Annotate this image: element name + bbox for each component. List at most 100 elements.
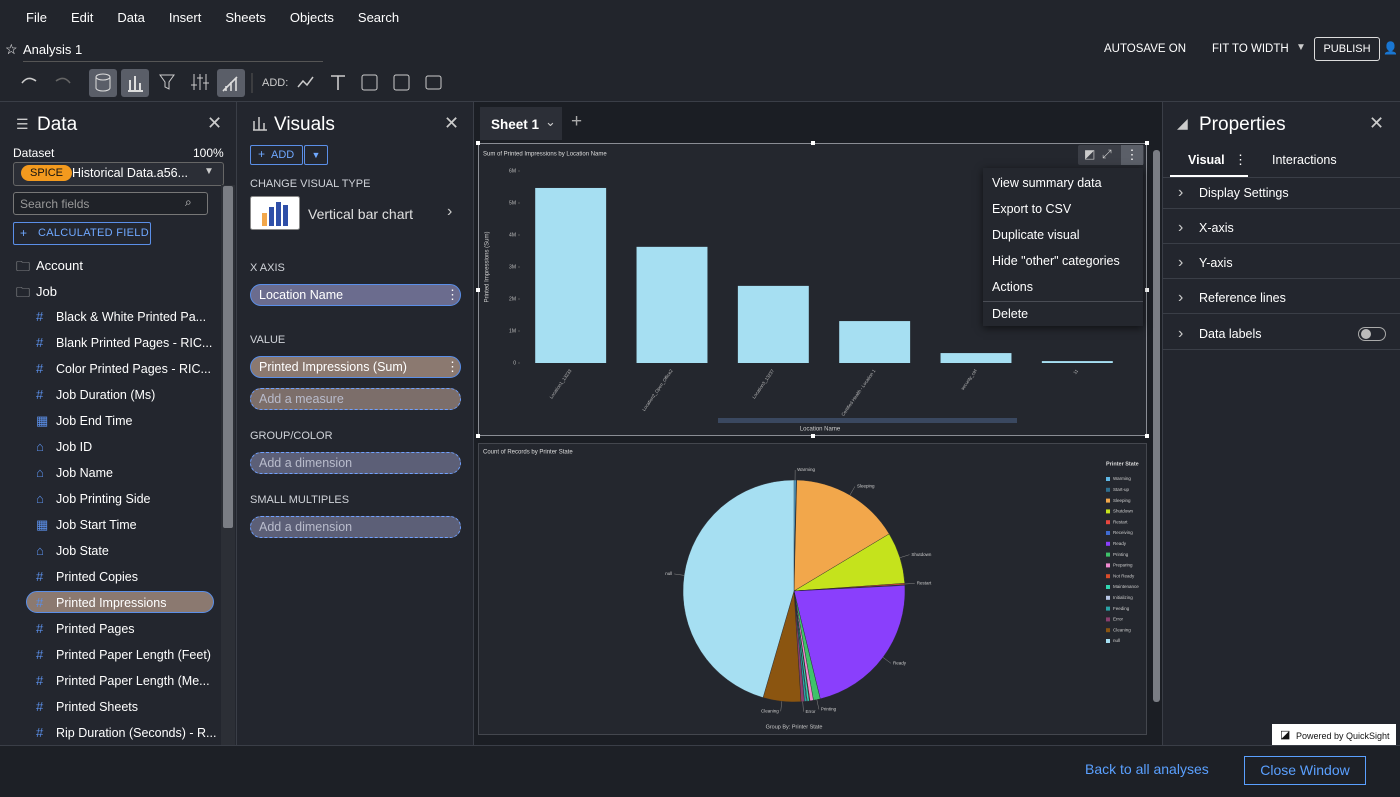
field-name[interactable]: Rip Duration (Seconds) - R... xyxy=(56,726,216,740)
legend-label: Restart xyxy=(1113,519,1128,524)
legend-swatch xyxy=(1106,542,1110,546)
leader-line xyxy=(674,574,684,575)
property-section[interactable]: X-axis xyxy=(1199,221,1234,235)
chevron[interactable]: › xyxy=(1178,325,1183,343)
legend-label: Preparing xyxy=(1113,563,1133,568)
slice-label: Cleaning xyxy=(761,708,779,713)
back-link[interactable]: Back to all analyses xyxy=(1085,761,1209,777)
chevron[interactable]: › xyxy=(1178,289,1183,307)
section-rule xyxy=(1163,313,1400,314)
tab-kebab[interactable]: ⋮ xyxy=(1234,152,1247,168)
expand-icon[interactable]: ⤢ xyxy=(1102,147,1112,162)
field-name[interactable]: Job State xyxy=(56,544,109,558)
context-menu-item[interactable]: Duplicate visual xyxy=(992,228,1080,242)
legend-swatch xyxy=(1106,509,1110,513)
field-name[interactable]: Color Printed Pages - RIC... xyxy=(56,362,211,376)
folder-name[interactable]: Job xyxy=(36,284,57,299)
property-section[interactable]: Data labels xyxy=(1199,327,1262,341)
y-tick-label: 3M xyxy=(509,264,516,270)
y-tick-label: 4M xyxy=(509,232,516,238)
chevron[interactable]: › xyxy=(1178,219,1183,237)
context-menu-item[interactable]: Hide "other" categories xyxy=(992,254,1120,268)
data-labels-toggle[interactable] xyxy=(1358,327,1386,341)
leader-line xyxy=(781,701,782,711)
bar xyxy=(738,286,809,363)
field-name[interactable]: Black & White Printed Pa... xyxy=(56,310,206,324)
field-name[interactable]: Job End Time xyxy=(56,414,132,428)
legend-label: Printing xyxy=(1113,552,1129,557)
visual-kebab[interactable]: ⋮ xyxy=(1121,145,1143,165)
format-icon[interactable]: ◩ xyxy=(1084,147,1095,161)
field-icon: # xyxy=(36,309,43,324)
x-scrollbar xyxy=(718,418,1017,423)
field-name[interactable]: Job Name xyxy=(56,466,113,480)
y-tick-label: 5M xyxy=(509,200,516,206)
field-name[interactable]: Printed Impressions xyxy=(56,596,166,610)
legend-label: Shutdown xyxy=(1113,509,1134,514)
folder-name[interactable]: Account xyxy=(36,258,83,273)
field-icon: # xyxy=(36,647,43,662)
context-menu-item[interactable]: View summary data xyxy=(992,176,1102,190)
folder-icon: 🗀 xyxy=(16,282,30,306)
x-tick-label: Location3_13237 xyxy=(751,368,775,400)
properties-tab[interactable]: Interactions xyxy=(1272,153,1337,167)
field-name[interactable]: Job ID xyxy=(56,440,92,454)
chart-title: Count of Records by Printer State xyxy=(483,450,573,456)
field-name[interactable]: Job Printing Side xyxy=(56,492,151,506)
properties-title: Properties xyxy=(1199,114,1286,136)
resize-handle xyxy=(811,434,815,438)
leader-line xyxy=(817,700,819,710)
field-name[interactable]: Job Duration (Ms) xyxy=(56,388,155,402)
x-tick-label: Location2_Open_Office2 xyxy=(641,368,674,412)
property-section[interactable]: Display Settings xyxy=(1199,186,1289,200)
close-window-button[interactable]: Close Window xyxy=(1244,756,1366,785)
legend-label: Feeding xyxy=(1113,606,1130,611)
field-name[interactable]: Printed Pages xyxy=(56,622,135,636)
x-tick-label: Location1_13233 xyxy=(549,368,573,400)
resize-handle xyxy=(1145,434,1149,438)
quicksight-logo: ◪ xyxy=(1280,728,1290,741)
field-icon: # xyxy=(36,335,43,350)
property-section[interactable]: Reference lines xyxy=(1199,291,1286,305)
field-name[interactable]: Printed Copies xyxy=(56,570,138,584)
resize-handle xyxy=(476,434,480,438)
field-name[interactable]: Blank Printed Pages - RIC... xyxy=(56,336,212,350)
context-menu: View summary data Export to CSV Duplicate … xyxy=(983,168,1143,326)
field-name[interactable]: Printed Paper Length (Me... xyxy=(56,674,210,688)
y-tick-label: 0 xyxy=(513,360,516,366)
field-icon: # xyxy=(36,621,43,636)
legend-label: Warming xyxy=(1113,476,1131,481)
field-name[interactable]: Job Start Time xyxy=(56,518,137,532)
leader-line xyxy=(905,583,915,584)
legend-swatch xyxy=(1106,574,1110,578)
field-icon: # xyxy=(36,673,43,688)
y-tick-label: 1M xyxy=(509,328,516,334)
close-properties[interactable]: ✕ xyxy=(1369,113,1384,134)
field-icon: ▦ xyxy=(36,413,48,429)
bar xyxy=(839,321,910,363)
context-menu-item[interactable]: Delete xyxy=(992,307,1028,321)
chevron[interactable]: › xyxy=(1178,184,1183,202)
legend-swatch xyxy=(1106,499,1110,503)
leader-line xyxy=(850,486,855,495)
field-icon: # xyxy=(36,595,43,610)
x-tick-label: security_ctrl xyxy=(960,368,978,391)
chevron[interactable]: › xyxy=(1178,254,1183,272)
legend-swatch xyxy=(1106,488,1110,492)
section-rule xyxy=(1163,278,1400,279)
field-name[interactable]: Printed Paper Length (Feet) xyxy=(56,648,211,662)
field-name[interactable]: Printed Sheets xyxy=(56,700,138,714)
x-tick-label: 11 xyxy=(1072,368,1079,375)
context-menu-item[interactable]: Actions xyxy=(992,280,1033,294)
property-section[interactable]: Y-axis xyxy=(1199,256,1233,270)
field-icon: # xyxy=(36,361,43,376)
legend-label: Error xyxy=(1113,617,1124,622)
slice-label: Ready xyxy=(893,661,907,666)
context-menu-item[interactable]: Export to CSV xyxy=(992,202,1071,216)
legend-swatch xyxy=(1106,607,1110,611)
properties-tab[interactable]: Visual xyxy=(1188,153,1225,167)
legend-swatch xyxy=(1106,628,1110,632)
folder-icon: 🗀 xyxy=(16,256,30,280)
